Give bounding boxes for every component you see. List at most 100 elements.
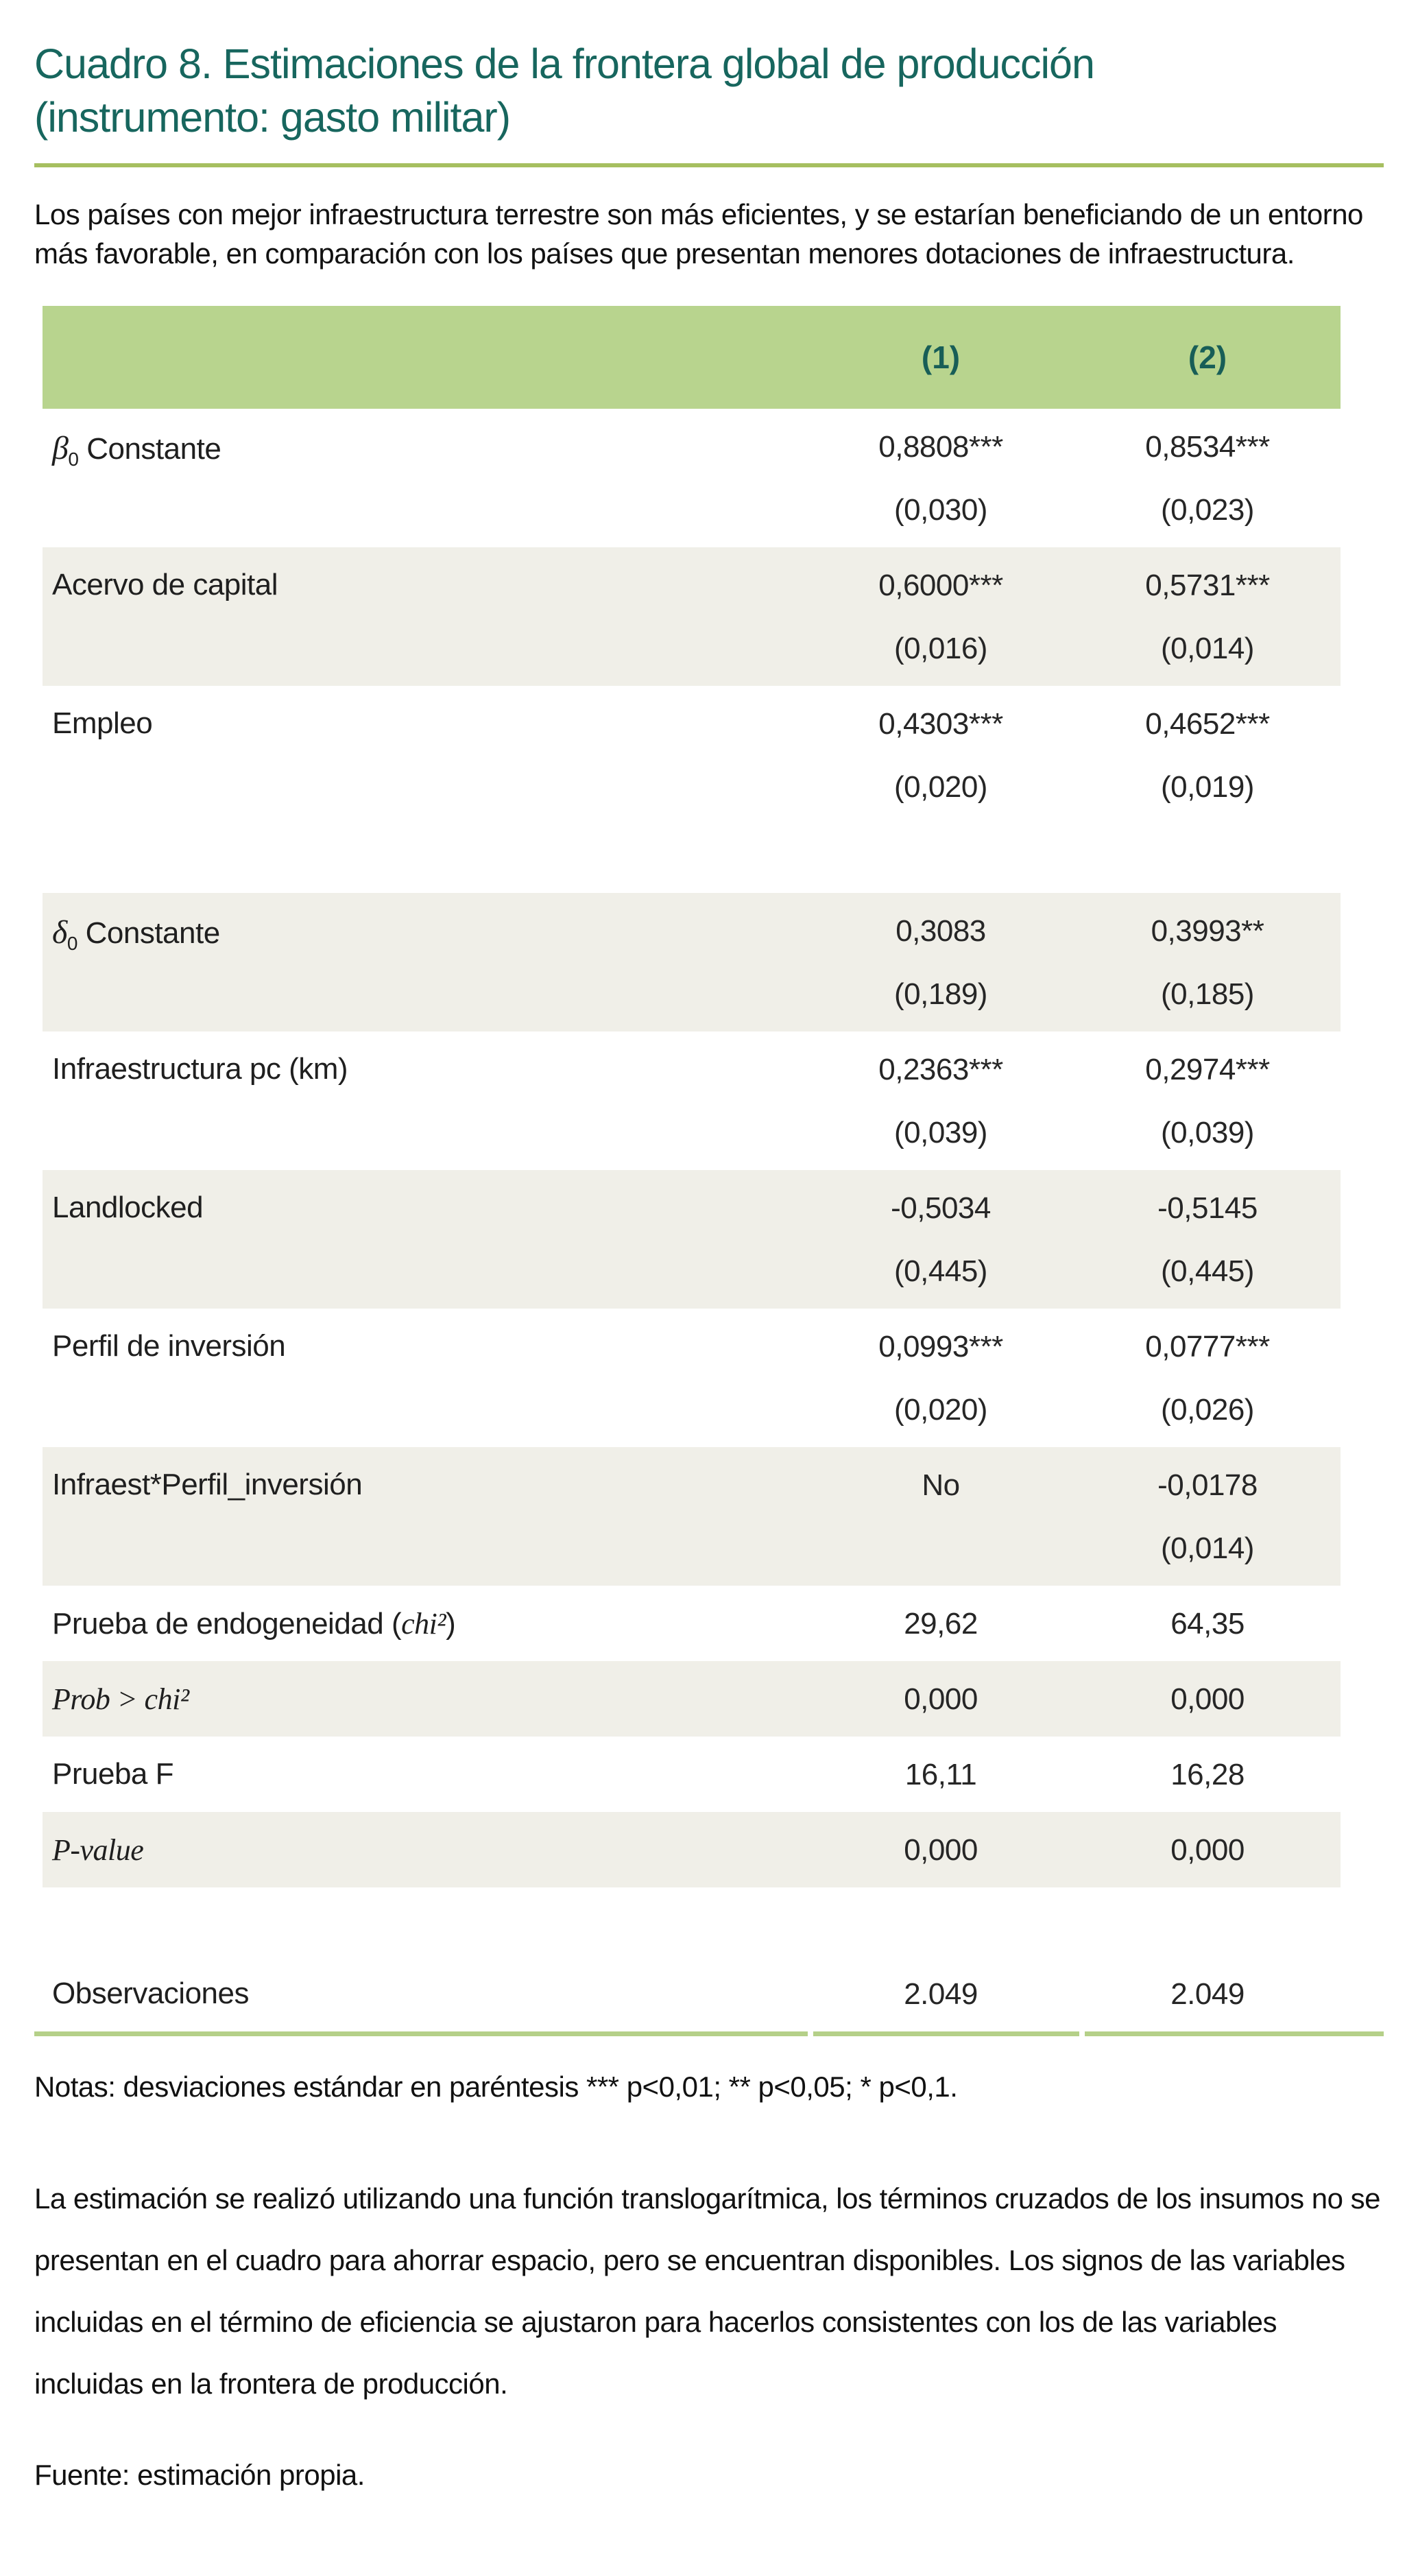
table-caption: Cuadro 8. Estimaciones de la frontera gl… — [34, 37, 1384, 144]
cell-col1: 0,2363*** (0,039) — [807, 1031, 1074, 1170]
cell-col1: 0,3083 (0,189) — [807, 893, 1074, 1031]
row-label-text-end: ) — [446, 1607, 456, 1641]
coefficient: No — [922, 1468, 960, 1502]
cell-col1: No — [807, 1447, 1074, 1586]
coefficient: 0,8808*** — [878, 430, 1003, 464]
table-caption-line2: (instrumento: gasto militar) — [34, 94, 511, 141]
std-error: (0,185) — [1161, 977, 1254, 1011]
divider-segment — [34, 2031, 808, 2036]
table-row: P-value 0,000 0,000 — [43, 1812, 1341, 1887]
std-error: (0,020) — [894, 770, 987, 804]
std-error: (0,016) — [894, 632, 987, 665]
source-line: Fuente: estimación propia. — [34, 2459, 365, 2491]
table-row: Infraestructura pc (km) 0,2363*** (0,039)… — [43, 1031, 1341, 1170]
row-label: Prob > chi² — [43, 1661, 807, 1737]
row-label-text: Perfil de inversión — [52, 1329, 286, 1363]
table-notes: Notas: desviaciones estándar en paréntes… — [34, 2071, 958, 2103]
cell-col2: 0,5731*** (0,014) — [1074, 547, 1341, 686]
std-error: (0,019) — [1161, 770, 1254, 804]
cell-col1: 0,000 — [807, 1661, 1074, 1737]
cell-col1: 0,4303*** (0,020) — [807, 686, 1074, 824]
statistic: 16,11 — [904, 1758, 977, 1791]
row-label: Prueba F — [43, 1737, 807, 1812]
cell-col1: 2.049 — [807, 1956, 1074, 2031]
intro-paragraph: Los países con mejor infraestructura ter… — [34, 198, 1363, 270]
row-label: Empleo — [43, 686, 807, 824]
row-label-text: Observaciones — [52, 1977, 249, 2010]
cell-col2: 0,8534*** (0,023) — [1074, 409, 1341, 547]
beta-symbol: β — [52, 430, 69, 466]
cell-col2: 16,28 — [1074, 1737, 1341, 1812]
statistic: 29,62 — [904, 1607, 978, 1641]
divider-segment — [1085, 2031, 1384, 2036]
methodology-paragraph: La estimación se realizó utilizando una … — [34, 2182, 1381, 2400]
observations-count: 2.049 — [904, 1977, 978, 2011]
cell-col2: -0,5145 (0,445) — [1074, 1170, 1341, 1309]
symbol-subscript: 0 — [67, 932, 78, 954]
row-label: Observaciones — [43, 1956, 807, 2031]
row-label: Acervo de capital — [43, 547, 807, 686]
std-error: (0,026) — [1161, 1393, 1254, 1427]
table-row: β0 Constante 0,8808*** (0,030) 0,8534*** (… — [43, 409, 1341, 547]
row-label-text: Landlocked — [52, 1191, 204, 1224]
coefficient: 0,4303*** — [878, 707, 1003, 741]
std-error: (0,445) — [1161, 1254, 1254, 1288]
coefficient: 0,5731*** — [1145, 569, 1270, 602]
std-error: (0,014) — [1161, 632, 1254, 665]
cell-col2: 0,4652*** (0,019) — [1074, 686, 1341, 824]
std-error: (0,039) — [1161, 1116, 1254, 1149]
header-empty-cell — [43, 306, 807, 409]
row-label: Perfil de inversión — [43, 1309, 807, 1447]
cell-col1: 29,62 — [807, 1586, 1074, 1661]
cell-col1: 0,6000*** (0,016) — [807, 547, 1074, 686]
table-row: Observaciones 2.049 2.049 — [43, 1956, 1341, 2031]
statistic: 0,000 — [1170, 1833, 1245, 1867]
std-error: (0,039) — [894, 1116, 987, 1149]
cell-col2: 0,2974*** (0,039) — [1074, 1031, 1341, 1170]
cell-col2: 0,000 — [1074, 1812, 1341, 1887]
table-row: Prob > chi² 0,000 0,000 — [43, 1661, 1341, 1737]
symbol-subscript: 0 — [68, 448, 79, 470]
row-label-text: Constante — [77, 916, 221, 950]
coefficient: 0,2363*** — [878, 1053, 1003, 1086]
row-label: Infraestructura pc (km) — [43, 1031, 807, 1170]
statistic: 0,000 — [1170, 1682, 1245, 1716]
statistic: 0,000 — [904, 1682, 978, 1716]
table-row: Landlocked -0,5034 (0,445) -0,5145 (0,445) — [43, 1170, 1341, 1309]
coefficient: 0,6000*** — [878, 569, 1003, 602]
table-bottom-divider — [34, 2031, 1384, 2036]
cell-col1: 0,000 — [807, 1812, 1074, 1887]
statistic: 16,28 — [1170, 1758, 1245, 1791]
row-label-text: Acervo de capital — [52, 568, 278, 601]
coefficient: 0,2974*** — [1145, 1053, 1270, 1086]
coefficient: -0,5034 — [891, 1191, 991, 1225]
cell-col1: 16,11 — [807, 1737, 1074, 1812]
coefficient: -0,0178 — [1157, 1468, 1258, 1502]
row-label: Infraest*Perfil_inversión — [43, 1447, 807, 1586]
cell-col2: 0,3993** (0,185) — [1074, 893, 1341, 1031]
cell-col2: 0,000 — [1074, 1661, 1341, 1737]
row-label: β0 Constante — [43, 409, 807, 547]
cell-col1: -0,5034 (0,445) — [807, 1170, 1074, 1309]
table-header: (1) (2) — [43, 306, 1341, 409]
table-row: Acervo de capital 0,6000*** (0,016) 0,573… — [43, 547, 1341, 686]
row-label-text: Prueba F — [52, 1757, 173, 1791]
delta-symbol: δ — [52, 914, 67, 951]
row-label: δ0 Constante — [43, 893, 807, 1031]
table-row: Perfil de inversión 0,0993*** (0,020) 0,0… — [43, 1309, 1341, 1447]
std-error: (0,445) — [894, 1254, 987, 1288]
table-caption-line1: Cuadro 8. Estimaciones de la frontera gl… — [34, 40, 1095, 87]
header-col-1: (1) — [807, 306, 1074, 409]
p-value-label: P-value — [52, 1833, 144, 1867]
section-gap — [43, 1887, 1341, 1956]
header-col-2: (2) — [1074, 306, 1341, 409]
row-label-text: Constante — [78, 432, 221, 466]
table-row: Empleo 0,4303*** (0,020) 0,4652*** (0,019) — [43, 686, 1341, 824]
row-label-text: Infraest*Perfil_inversión — [52, 1468, 363, 1501]
table-row: Prueba de endogeneidad (chi²) 29,62 64,3… — [43, 1586, 1341, 1661]
row-label: P-value — [43, 1812, 807, 1887]
table-row: Prueba F 16,11 16,28 — [43, 1737, 1341, 1812]
std-error: (0,189) — [894, 977, 987, 1011]
row-label: Prueba de endogeneidad (chi²) — [43, 1586, 807, 1661]
